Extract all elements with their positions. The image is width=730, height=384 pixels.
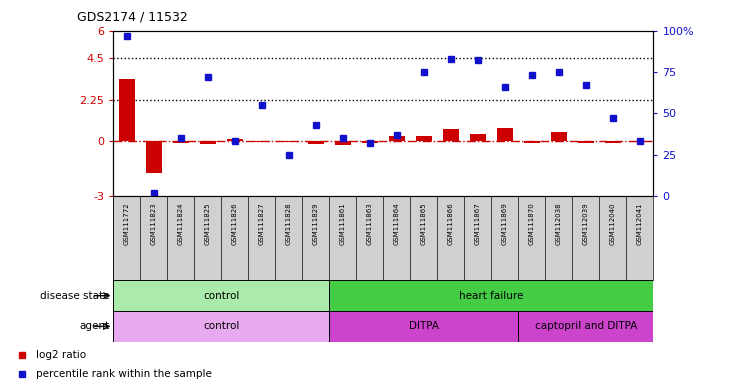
Text: log2 ratio: log2 ratio bbox=[36, 350, 86, 360]
Text: GSM111828: GSM111828 bbox=[285, 203, 292, 245]
Text: GSM111772: GSM111772 bbox=[123, 203, 130, 245]
Bar bbox=[199, 141, 216, 144]
Text: GSM111865: GSM111865 bbox=[420, 203, 427, 245]
Bar bbox=[523, 141, 540, 142]
Bar bbox=[253, 141, 270, 142]
Bar bbox=[307, 141, 324, 144]
Text: disease state: disease state bbox=[40, 291, 110, 301]
Text: GSM111866: GSM111866 bbox=[447, 203, 454, 245]
Text: GSM111864: GSM111864 bbox=[393, 203, 400, 245]
Bar bbox=[631, 141, 648, 142]
Text: GSM111825: GSM111825 bbox=[204, 203, 211, 245]
Bar bbox=[280, 141, 297, 142]
Text: GSM111861: GSM111861 bbox=[339, 203, 346, 245]
Bar bbox=[469, 134, 486, 141]
Bar bbox=[518, 311, 653, 342]
Bar bbox=[415, 136, 432, 141]
Text: GSM111867: GSM111867 bbox=[474, 203, 481, 245]
Bar bbox=[496, 127, 513, 141]
Bar bbox=[118, 79, 135, 141]
Bar bbox=[226, 139, 243, 141]
Text: agent: agent bbox=[80, 321, 109, 331]
Bar bbox=[604, 141, 621, 142]
Bar bbox=[577, 141, 594, 143]
Bar bbox=[329, 311, 518, 342]
Text: control: control bbox=[203, 321, 239, 331]
Text: GSM111863: GSM111863 bbox=[366, 203, 373, 245]
Text: GSM112040: GSM112040 bbox=[610, 203, 616, 245]
Text: GSM112038: GSM112038 bbox=[556, 203, 562, 245]
Text: control: control bbox=[203, 291, 239, 301]
Text: GSM111823: GSM111823 bbox=[150, 203, 157, 245]
Text: captopril and DITPA: captopril and DITPA bbox=[534, 321, 637, 331]
Bar bbox=[113, 311, 329, 342]
Text: GSM112041: GSM112041 bbox=[637, 203, 643, 245]
Bar bbox=[550, 132, 567, 141]
Bar bbox=[172, 141, 189, 142]
Bar bbox=[329, 280, 653, 311]
Text: percentile rank within the sample: percentile rank within the sample bbox=[36, 369, 212, 379]
Text: GSM111869: GSM111869 bbox=[502, 203, 508, 245]
Bar bbox=[388, 136, 405, 141]
Bar bbox=[361, 141, 378, 143]
Text: GDS2174 / 11532: GDS2174 / 11532 bbox=[77, 10, 188, 23]
Bar bbox=[113, 280, 329, 311]
Bar bbox=[145, 141, 162, 173]
Text: GSM112039: GSM112039 bbox=[583, 203, 589, 245]
Text: GSM111827: GSM111827 bbox=[258, 203, 265, 245]
Bar bbox=[442, 129, 459, 141]
Text: GSM111824: GSM111824 bbox=[177, 203, 184, 245]
Bar bbox=[334, 141, 351, 145]
Text: GSM111826: GSM111826 bbox=[231, 203, 238, 245]
Text: GSM111870: GSM111870 bbox=[529, 203, 535, 245]
Text: DITPA: DITPA bbox=[409, 321, 439, 331]
Text: heart failure: heart failure bbox=[459, 291, 523, 301]
Text: GSM111829: GSM111829 bbox=[312, 203, 319, 245]
